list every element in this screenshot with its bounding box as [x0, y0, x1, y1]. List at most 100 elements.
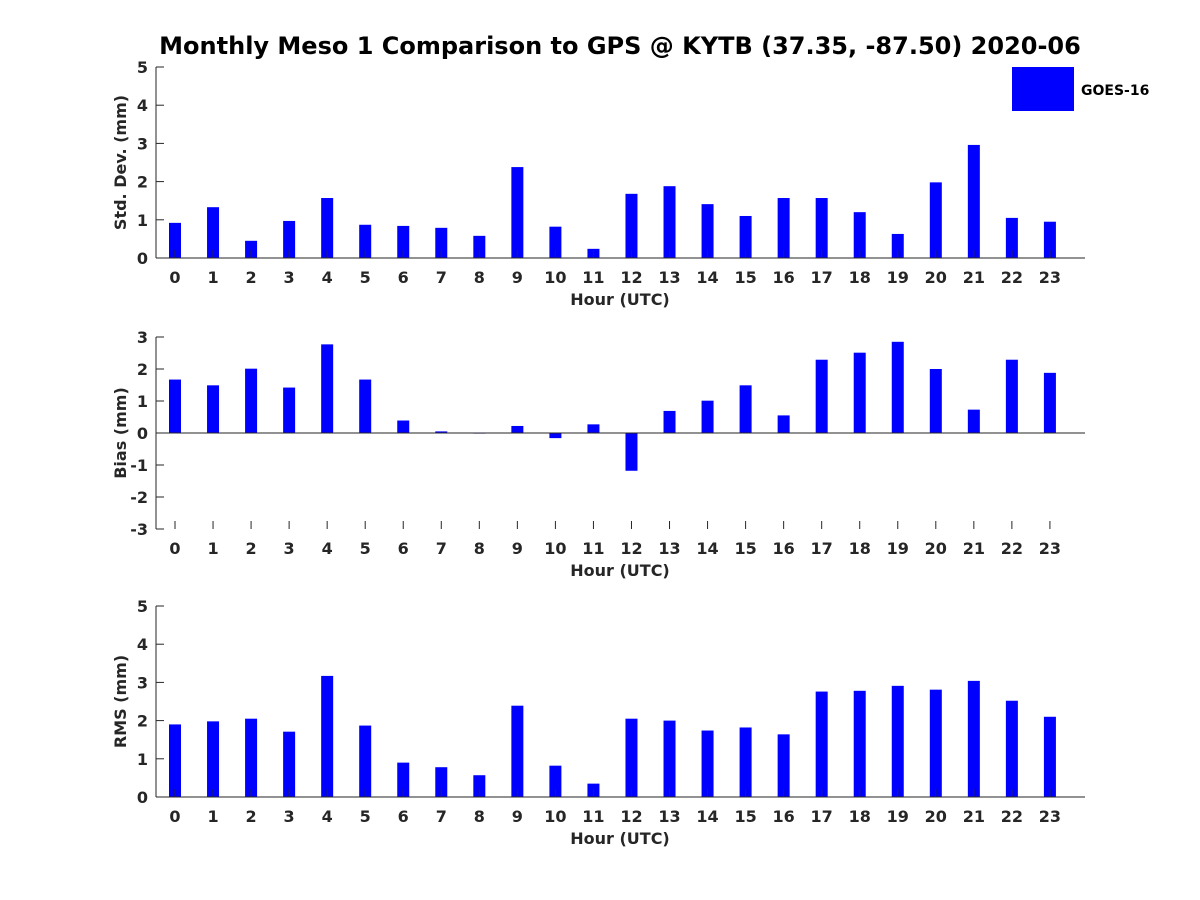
- rms-x-tick-label: 21: [963, 807, 985, 826]
- std-dev-x-tick-label: 12: [620, 268, 642, 287]
- bias-x-tick-label: 1: [207, 539, 218, 558]
- rms-bar: [891, 685, 904, 797]
- bias-bar: [739, 385, 752, 433]
- rms-x-tick-label: 2: [246, 807, 257, 826]
- std-dev-bar: [473, 235, 486, 258]
- bias-y-tick-label: -1: [130, 456, 148, 475]
- rms-y-tick-label: 0: [137, 788, 148, 807]
- bias-bar: [321, 344, 334, 433]
- std-dev-bar: [435, 227, 448, 258]
- bias-bar: [815, 359, 828, 433]
- std-dev-x-tick-label: 3: [284, 268, 295, 287]
- bias-x-tick-label: 5: [360, 539, 371, 558]
- rms-bar: [473, 775, 486, 797]
- rms-y-tick-label: 5: [137, 597, 148, 616]
- std-dev-bar: [777, 198, 790, 258]
- std-dev-bar: [245, 240, 258, 258]
- rms-x-tick-label: 8: [474, 807, 485, 826]
- std-dev-x-tick-label: 8: [474, 268, 485, 287]
- bias-x-tick-label: 17: [811, 539, 833, 558]
- std-dev-y-tick-label: 3: [137, 134, 148, 153]
- std-dev-bar: [321, 198, 334, 258]
- bias-y-tick-label: -3: [130, 520, 148, 539]
- bias-bar: [283, 387, 296, 433]
- std-dev-y-tick-label: 5: [137, 58, 148, 77]
- bias-x-tick-label: 12: [620, 539, 642, 558]
- bias-x-tick-label: 9: [512, 539, 523, 558]
- std-dev-bar: [739, 215, 752, 258]
- std-dev-x-tick-label: 1: [207, 268, 218, 287]
- rms-y-tick-label: 1: [137, 750, 148, 769]
- bias-y-tick-label: 3: [137, 328, 148, 347]
- bias-x-tick-label: 7: [436, 539, 447, 558]
- std-dev-x-tick-label: 13: [658, 268, 680, 287]
- rms-y-tick-label: 3: [137, 673, 148, 692]
- std-dev-y-tick-label: 0: [137, 249, 148, 268]
- bias-bar: [435, 431, 448, 433]
- rms-x-tick-label: 9: [512, 807, 523, 826]
- rms-x-tick-label: 18: [849, 807, 871, 826]
- std-dev-x-axis-label: Hour (UTC): [570, 290, 670, 309]
- std-dev-x-tick-label: 19: [887, 268, 909, 287]
- std-dev-bar: [207, 207, 220, 258]
- bias-bar: [1005, 359, 1018, 433]
- bias-bar: [1043, 372, 1056, 433]
- rms-x-tick-label: 23: [1039, 807, 1061, 826]
- bias-x-tick-label: 11: [582, 539, 604, 558]
- std-dev-x-tick-label: 20: [925, 268, 947, 287]
- bias-x-tick-label: 10: [544, 539, 566, 558]
- std-dev-bar: [701, 204, 714, 258]
- bias-bar: [549, 433, 562, 439]
- rms-bar: [929, 689, 942, 797]
- std-dev-bar: [169, 222, 181, 258]
- std-dev-x-tick-label: 18: [849, 268, 871, 287]
- rms-bar: [169, 724, 181, 797]
- rms-bar: [967, 680, 980, 797]
- std-dev-bar: [967, 144, 980, 258]
- rms-x-tick-label: 3: [284, 807, 295, 826]
- rms-x-tick-label: 14: [696, 807, 718, 826]
- bias-bar: [169, 379, 181, 433]
- rms-bar: [549, 765, 562, 797]
- std-dev-bar: [1043, 221, 1056, 258]
- rms-x-tick-label: 15: [734, 807, 756, 826]
- std-dev-bar: [853, 212, 866, 258]
- rms-bar: [815, 691, 828, 797]
- bias-bar: [359, 379, 372, 433]
- rms-x-axis-label: Hour (UTC): [570, 829, 670, 848]
- bias-bar: [929, 369, 942, 433]
- bias-y-axis-label: Bias (mm): [111, 387, 130, 479]
- bias-x-tick-label: 8: [474, 539, 485, 558]
- std-dev-x-tick-label: 14: [696, 268, 718, 287]
- rms-x-tick-label: 12: [620, 807, 642, 826]
- std-dev-bar: [625, 193, 638, 258]
- rms-bar: [853, 690, 866, 797]
- legend-label: GOES-16: [1081, 83, 1149, 99]
- rms-x-tick-label: 1: [207, 807, 218, 826]
- rms-x-tick-label: 10: [544, 807, 566, 826]
- bias-x-tick-label: 21: [963, 539, 985, 558]
- legend-swatch: [1012, 67, 1074, 111]
- rms-bar: [625, 718, 638, 797]
- rms-x-tick-label: 13: [658, 807, 680, 826]
- bias-y-tick-label: -2: [130, 488, 148, 507]
- rms-x-tick-label: 17: [811, 807, 833, 826]
- bias-x-tick-label: 22: [1001, 539, 1023, 558]
- std-dev-x-tick-label: 2: [246, 268, 257, 287]
- bias-x-tick-label: 0: [169, 539, 180, 558]
- bias-x-axis-label: Hour (UTC): [570, 561, 670, 580]
- std-dev-bar: [511, 167, 524, 258]
- std-dev-y-tick-label: 1: [137, 211, 148, 230]
- rms-x-tick-label: 0: [169, 807, 180, 826]
- rms-bar: [435, 767, 448, 797]
- std-dev-x-tick-label: 0: [169, 268, 180, 287]
- rms-bar: [777, 734, 790, 797]
- bias-x-tick-label: 4: [322, 539, 333, 558]
- std-dev-x-tick-label: 16: [773, 268, 795, 287]
- rms-x-tick-label: 22: [1001, 807, 1023, 826]
- bias-x-tick-label: 20: [925, 539, 947, 558]
- rms-bar: [283, 731, 296, 797]
